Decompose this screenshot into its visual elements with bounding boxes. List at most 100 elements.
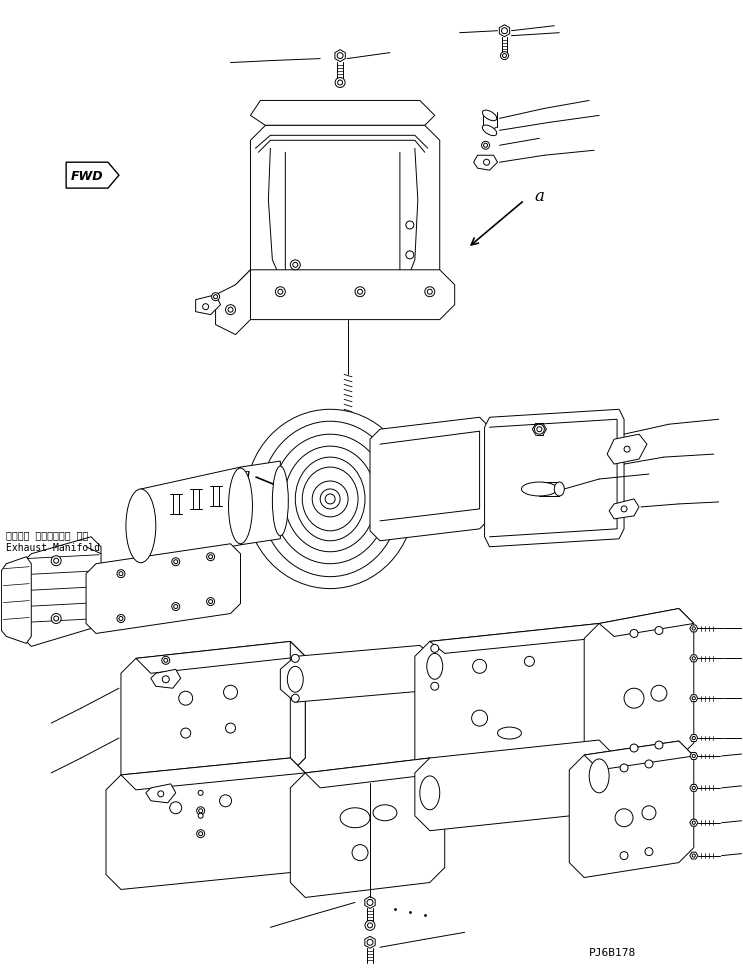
- Circle shape: [174, 560, 178, 564]
- Circle shape: [198, 791, 203, 796]
- Circle shape: [624, 689, 644, 708]
- Circle shape: [357, 290, 363, 295]
- Circle shape: [431, 644, 439, 653]
- Ellipse shape: [482, 126, 497, 137]
- Polygon shape: [236, 270, 455, 321]
- Circle shape: [692, 755, 695, 758]
- Circle shape: [198, 813, 203, 819]
- Circle shape: [692, 787, 695, 790]
- Circle shape: [406, 252, 414, 260]
- Ellipse shape: [260, 422, 400, 578]
- Polygon shape: [215, 270, 250, 335]
- Polygon shape: [121, 758, 305, 790]
- Circle shape: [367, 899, 373, 905]
- Circle shape: [484, 160, 490, 166]
- Circle shape: [621, 507, 627, 513]
- Circle shape: [291, 695, 299, 703]
- Circle shape: [181, 729, 191, 738]
- Polygon shape: [607, 435, 647, 464]
- Polygon shape: [106, 758, 305, 890]
- Circle shape: [427, 290, 432, 295]
- Circle shape: [484, 144, 487, 148]
- Polygon shape: [196, 788, 205, 798]
- Circle shape: [655, 627, 663, 635]
- Circle shape: [692, 697, 695, 700]
- Polygon shape: [280, 645, 435, 703]
- Circle shape: [158, 791, 163, 797]
- Polygon shape: [499, 26, 510, 38]
- Polygon shape: [569, 741, 694, 878]
- Circle shape: [615, 809, 633, 827]
- Circle shape: [207, 553, 215, 561]
- Circle shape: [203, 304, 209, 310]
- Polygon shape: [335, 50, 345, 63]
- Polygon shape: [250, 126, 440, 286]
- Circle shape: [534, 424, 545, 435]
- Circle shape: [481, 142, 490, 150]
- Circle shape: [117, 570, 125, 578]
- Ellipse shape: [554, 483, 564, 496]
- Circle shape: [51, 556, 61, 566]
- Polygon shape: [599, 609, 694, 637]
- Text: Exhaust Manifold: Exhaust Manifold: [7, 543, 100, 552]
- Circle shape: [352, 845, 368, 860]
- Ellipse shape: [295, 457, 365, 542]
- Circle shape: [692, 822, 695, 825]
- Polygon shape: [250, 102, 435, 126]
- Circle shape: [162, 676, 169, 683]
- Polygon shape: [415, 624, 614, 791]
- Circle shape: [169, 802, 182, 814]
- Polygon shape: [136, 641, 305, 673]
- Polygon shape: [690, 753, 698, 760]
- Polygon shape: [66, 163, 119, 189]
- Circle shape: [406, 222, 414, 230]
- Polygon shape: [690, 625, 698, 632]
- Circle shape: [174, 605, 178, 609]
- Circle shape: [291, 655, 299, 663]
- Ellipse shape: [302, 468, 358, 531]
- Circle shape: [624, 447, 630, 453]
- Polygon shape: [584, 609, 694, 773]
- Circle shape: [117, 615, 125, 623]
- Polygon shape: [429, 624, 614, 654]
- Ellipse shape: [420, 776, 440, 810]
- Ellipse shape: [482, 111, 497, 121]
- Circle shape: [220, 795, 232, 807]
- Ellipse shape: [498, 728, 522, 739]
- Text: PJ6B178: PJ6B178: [589, 948, 637, 957]
- Polygon shape: [690, 853, 698, 860]
- Ellipse shape: [373, 805, 397, 821]
- Circle shape: [692, 736, 695, 740]
- Circle shape: [228, 308, 233, 313]
- Circle shape: [642, 806, 656, 820]
- Circle shape: [312, 482, 348, 517]
- Polygon shape: [415, 740, 614, 830]
- Circle shape: [502, 54, 507, 58]
- Circle shape: [119, 617, 123, 621]
- Polygon shape: [365, 936, 375, 949]
- Circle shape: [355, 288, 365, 297]
- Circle shape: [213, 296, 218, 299]
- Circle shape: [651, 685, 667, 702]
- Circle shape: [209, 555, 212, 559]
- Polygon shape: [584, 741, 694, 770]
- Circle shape: [53, 559, 59, 564]
- Circle shape: [620, 852, 628, 860]
- Polygon shape: [473, 156, 498, 171]
- Ellipse shape: [285, 447, 376, 552]
- Circle shape: [51, 614, 61, 624]
- Polygon shape: [86, 545, 241, 634]
- Polygon shape: [151, 670, 181, 689]
- Circle shape: [163, 659, 168, 663]
- Circle shape: [645, 760, 653, 768]
- Circle shape: [226, 723, 236, 734]
- Circle shape: [207, 598, 215, 606]
- Ellipse shape: [340, 808, 370, 828]
- Circle shape: [162, 657, 169, 665]
- Polygon shape: [196, 811, 205, 821]
- Circle shape: [337, 53, 343, 59]
- Circle shape: [198, 831, 203, 836]
- Circle shape: [53, 616, 59, 621]
- Circle shape: [655, 741, 663, 749]
- Polygon shape: [690, 695, 698, 702]
